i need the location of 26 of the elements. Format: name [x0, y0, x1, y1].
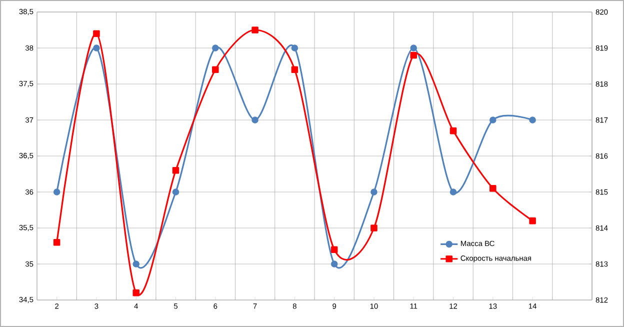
point: [291, 44, 298, 52]
point: [291, 66, 298, 73]
point: [93, 44, 100, 52]
point: [410, 52, 418, 59]
point: [252, 26, 258, 34]
point: [330, 260, 338, 268]
point: [450, 188, 457, 196]
point: [490, 116, 496, 124]
point: [529, 116, 536, 124]
point: [450, 127, 457, 134]
point: [212, 66, 219, 73]
point: [370, 224, 378, 232]
point: [330, 246, 338, 253]
point: [370, 188, 378, 196]
point: [529, 217, 536, 224]
point: [132, 289, 140, 296]
point: [53, 188, 60, 196]
point: [490, 185, 496, 192]
point: [252, 116, 258, 124]
point: [172, 167, 180, 174]
point: [410, 44, 418, 52]
point: [93, 30, 100, 37]
point: [53, 239, 60, 246]
point: [172, 188, 180, 196]
point: [212, 44, 219, 52]
point: [132, 260, 140, 268]
